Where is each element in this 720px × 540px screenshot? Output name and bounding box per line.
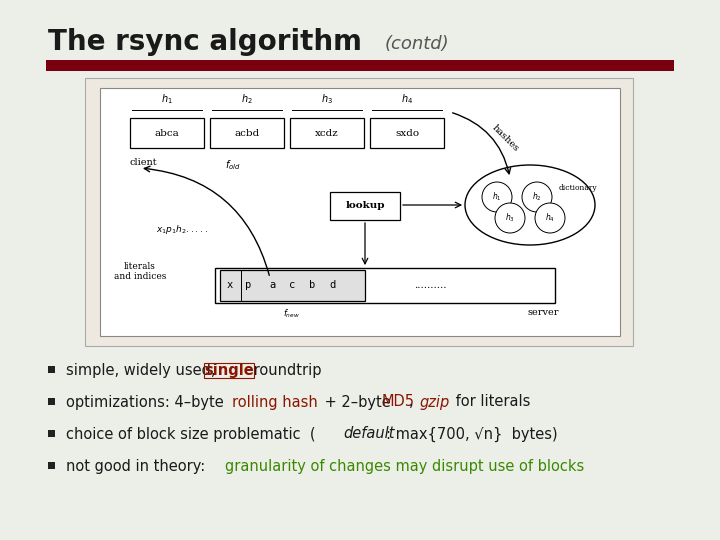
Bar <box>330 192 400 220</box>
Text: choice of block size problematic  (: choice of block size problematic ( <box>66 427 315 442</box>
Text: hashes: hashes <box>490 123 521 153</box>
Circle shape <box>522 182 552 212</box>
Text: MD5: MD5 <box>382 395 415 409</box>
Text: $h_3$: $h_3$ <box>505 212 515 224</box>
Text: The rsync algorithm: The rsync algorithm <box>48 28 362 56</box>
Text: : max{700, √n}  bytes): : max{700, √n} bytes) <box>386 427 557 442</box>
Text: $h_3$: $h_3$ <box>321 92 333 106</box>
Text: server: server <box>527 308 559 317</box>
Text: single: single <box>204 362 253 377</box>
Text: literals
and indices: literals and indices <box>114 262 166 281</box>
Text: not good in theory:: not good in theory: <box>66 458 210 474</box>
Text: rolling hash: rolling hash <box>232 395 318 409</box>
Text: $f_{old}$: $f_{old}$ <box>225 158 240 172</box>
Text: dictionary: dictionary <box>559 184 598 192</box>
Text: (contd): (contd) <box>385 35 449 53</box>
Text: simple, widely used,: simple, widely used, <box>66 362 220 377</box>
Text: ..........: .......... <box>414 280 446 289</box>
Text: $h_4$: $h_4$ <box>401 92 413 106</box>
Bar <box>48 366 55 373</box>
Text: $h_4$: $h_4$ <box>545 212 555 224</box>
Text: b: b <box>309 280 315 290</box>
Text: + 2–byte: + 2–byte <box>320 395 395 409</box>
Text: a: a <box>269 280 275 290</box>
Circle shape <box>535 203 565 233</box>
Text: for literals: for literals <box>451 395 531 409</box>
Bar <box>370 118 444 148</box>
Text: granularity of changes may disrupt use of blocks: granularity of changes may disrupt use o… <box>225 458 584 474</box>
Text: roundtrip: roundtrip <box>249 362 322 377</box>
Text: d: d <box>329 280 335 290</box>
Bar <box>130 118 204 148</box>
Bar <box>48 430 55 437</box>
Text: $f_{new}$: $f_{new}$ <box>284 308 300 321</box>
Text: $h_2$: $h_2$ <box>532 191 542 203</box>
Bar <box>48 398 55 405</box>
Text: $h_2$: $h_2$ <box>241 92 253 106</box>
Text: default: default <box>343 427 395 442</box>
Text: $x_1p_1h_2.....$: $x_1p_1h_2.....$ <box>156 224 208 237</box>
Text: c: c <box>289 280 295 290</box>
Bar <box>85 78 633 346</box>
Text: abca: abca <box>155 129 179 138</box>
Text: client: client <box>130 158 158 167</box>
Text: sxdo: sxdo <box>395 129 419 138</box>
Bar <box>290 118 364 148</box>
Text: gzip: gzip <box>420 395 450 409</box>
Text: xcdz: xcdz <box>315 129 339 138</box>
Circle shape <box>482 182 512 212</box>
Bar <box>46 60 674 71</box>
Text: p: p <box>245 280 251 290</box>
Bar <box>100 88 620 336</box>
Text: ,: , <box>409 395 418 409</box>
Text: $h_1$: $h_1$ <box>492 191 502 203</box>
Circle shape <box>495 203 525 233</box>
Bar <box>210 118 284 148</box>
Text: optimizations: 4–byte: optimizations: 4–byte <box>66 395 228 409</box>
Bar <box>48 462 55 469</box>
Bar <box>220 270 365 301</box>
Text: x: x <box>227 280 233 290</box>
Text: $h_1$: $h_1$ <box>161 92 173 106</box>
Text: lookup: lookup <box>346 201 384 211</box>
Bar <box>215 268 555 303</box>
Ellipse shape <box>465 165 595 245</box>
Text: acbd: acbd <box>235 129 260 138</box>
